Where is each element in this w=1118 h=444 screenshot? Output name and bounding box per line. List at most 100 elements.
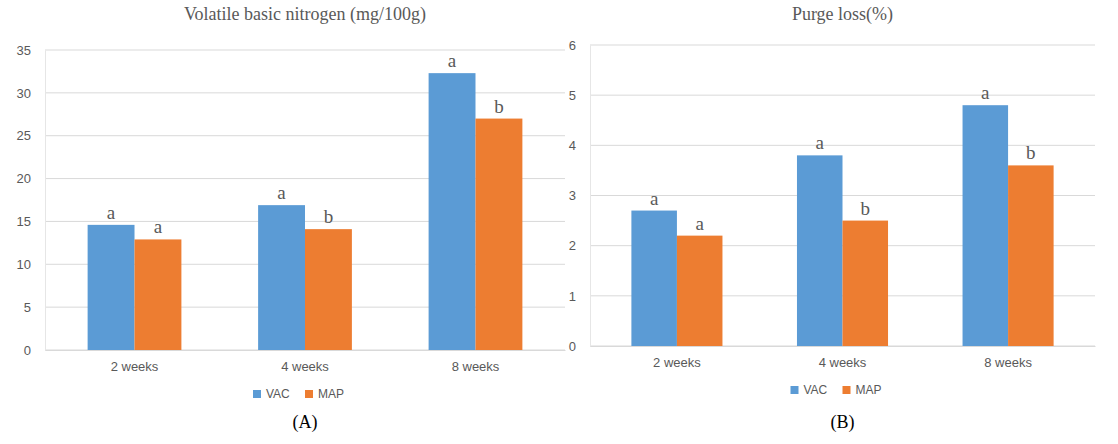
x-tick: 4 weeks: [819, 346, 867, 370]
grid-line: [590, 145, 1095, 146]
y-tick: 15: [17, 214, 45, 229]
x-tick-label: 8 weeks: [452, 359, 500, 374]
significance-letter: a: [107, 202, 116, 223]
bar: [475, 119, 522, 350]
y-tick: 1: [569, 288, 590, 303]
x-tick-label: 2 weeks: [111, 359, 159, 374]
bar-letters: a a a a b b: [107, 50, 504, 237]
y-tick: 2: [569, 238, 590, 253]
y-tick-label: 15: [17, 214, 31, 229]
x-tick: 8 weeks: [452, 350, 500, 374]
y-tick: 6: [569, 38, 590, 53]
y-tick-label: 35: [17, 43, 31, 58]
bar: [429, 73, 476, 350]
bar: [1008, 165, 1054, 346]
y-tick: 20: [17, 171, 45, 186]
bar: [963, 105, 1009, 346]
bar: [631, 211, 677, 346]
x-axis: 2 weeks 4 weeks 8 weeks: [591, 346, 1096, 370]
y-tick: 0: [24, 343, 45, 358]
significance-letter: a: [448, 50, 457, 71]
legend-swatch: [843, 386, 851, 394]
significance-letter: b: [861, 198, 871, 219]
y-tick-label: 5: [569, 88, 576, 103]
legend-label: VAC: [266, 387, 290, 401]
bar: [797, 155, 843, 346]
bar: [258, 205, 305, 350]
x-tick: 4 weeks: [281, 350, 329, 374]
y-tick: 30: [17, 86, 45, 101]
legend: VAC MAP: [791, 383, 882, 397]
y-axis-line: [45, 51, 46, 351]
chart-title: Purge loss(%): [792, 4, 893, 25]
x-axis-line: [46, 350, 566, 351]
x-tick-label: 8 weeks: [984, 355, 1032, 370]
grid: [590, 45, 1095, 346]
y-axis: 0 1 2 3 4 5 6: [569, 38, 591, 354]
y-tick-label: 2: [569, 238, 576, 253]
bar-letters: a a a a b b: [650, 82, 1036, 233]
legend-label: MAP: [856, 383, 882, 397]
significance-letter: a: [816, 132, 825, 153]
x-axis-line: [591, 346, 1096, 347]
panel-label: (A): [293, 412, 318, 433]
chart-title: Volatile basic nitrogen (mg/100g): [184, 4, 426, 25]
bars: [631, 105, 1053, 346]
grid-line: [590, 45, 1095, 46]
legend-swatch: [305, 390, 313, 398]
significance-letter: b: [1026, 142, 1036, 163]
legend-label: MAP: [318, 387, 344, 401]
y-tick: 0: [569, 339, 590, 354]
x-tick: 2 weeks: [653, 346, 701, 370]
x-tick-label: 4 weeks: [819, 355, 867, 370]
y-tick: 4: [569, 138, 590, 153]
y-tick-label: 4: [569, 138, 576, 153]
y-tick-label: 10: [17, 257, 31, 272]
x-tick-label: 4 weeks: [281, 359, 329, 374]
y-tick-label: 0: [569, 339, 576, 354]
y-tick: 3: [569, 188, 590, 203]
legend-label: VAC: [804, 383, 828, 397]
bar: [843, 221, 889, 346]
y-tick-label: 6: [569, 38, 576, 53]
y-tick: 10: [17, 257, 45, 272]
x-tick-label: 2 weeks: [653, 355, 701, 370]
grid-line: [45, 50, 565, 51]
panel-label: (B): [831, 412, 855, 433]
x-axis: 2 weeks 4 weeks 8 weeks: [46, 350, 566, 374]
significance-letter: b: [324, 206, 334, 227]
figure: Volatile basic nitrogen (mg/100g)0510152…: [0, 0, 1118, 444]
x-tick: 2 weeks: [111, 350, 159, 374]
chart: Volatile basic nitrogen (mg/100g) 0 5 10 15 2…: [17, 4, 566, 433]
legend-swatch: [791, 386, 799, 394]
x-tick: 8 weeks: [984, 346, 1032, 370]
y-tick-label: 3: [569, 188, 576, 203]
grid-line: [590, 95, 1095, 96]
grid: [45, 50, 565, 350]
y-tick: 25: [17, 128, 45, 143]
grid-line: [45, 92, 565, 93]
significance-letter: a: [650, 188, 659, 209]
significance-letter: a: [277, 182, 286, 203]
y-tick: 5: [569, 88, 590, 103]
significance-letter: a: [695, 213, 704, 234]
legend: VAC MAP: [253, 387, 344, 401]
significance-letter: b: [494, 96, 504, 117]
significance-letter: a: [154, 216, 163, 237]
y-tick-label: 5: [24, 300, 31, 315]
significance-letter: a: [981, 82, 990, 103]
y-tick-label: 20: [17, 171, 31, 186]
bars: [88, 73, 523, 350]
bar: [88, 225, 135, 350]
bar: [677, 236, 723, 346]
y-tick-label: 25: [17, 128, 31, 143]
y-tick-label: 1: [569, 288, 576, 303]
y-tick-label: 30: [17, 86, 31, 101]
y-tick-label: 0: [24, 343, 31, 358]
y-tick: 5: [24, 300, 45, 315]
bar: [135, 239, 182, 350]
y-axis-line: [590, 46, 591, 347]
chart: Purge loss(%) 0 1 2 3 4 5 6 2 weeks 4 weeks 8 week…: [569, 4, 1096, 433]
legend-swatch: [253, 390, 261, 398]
y-axis: 0 5 10 15 20 25 30 35: [17, 43, 46, 358]
